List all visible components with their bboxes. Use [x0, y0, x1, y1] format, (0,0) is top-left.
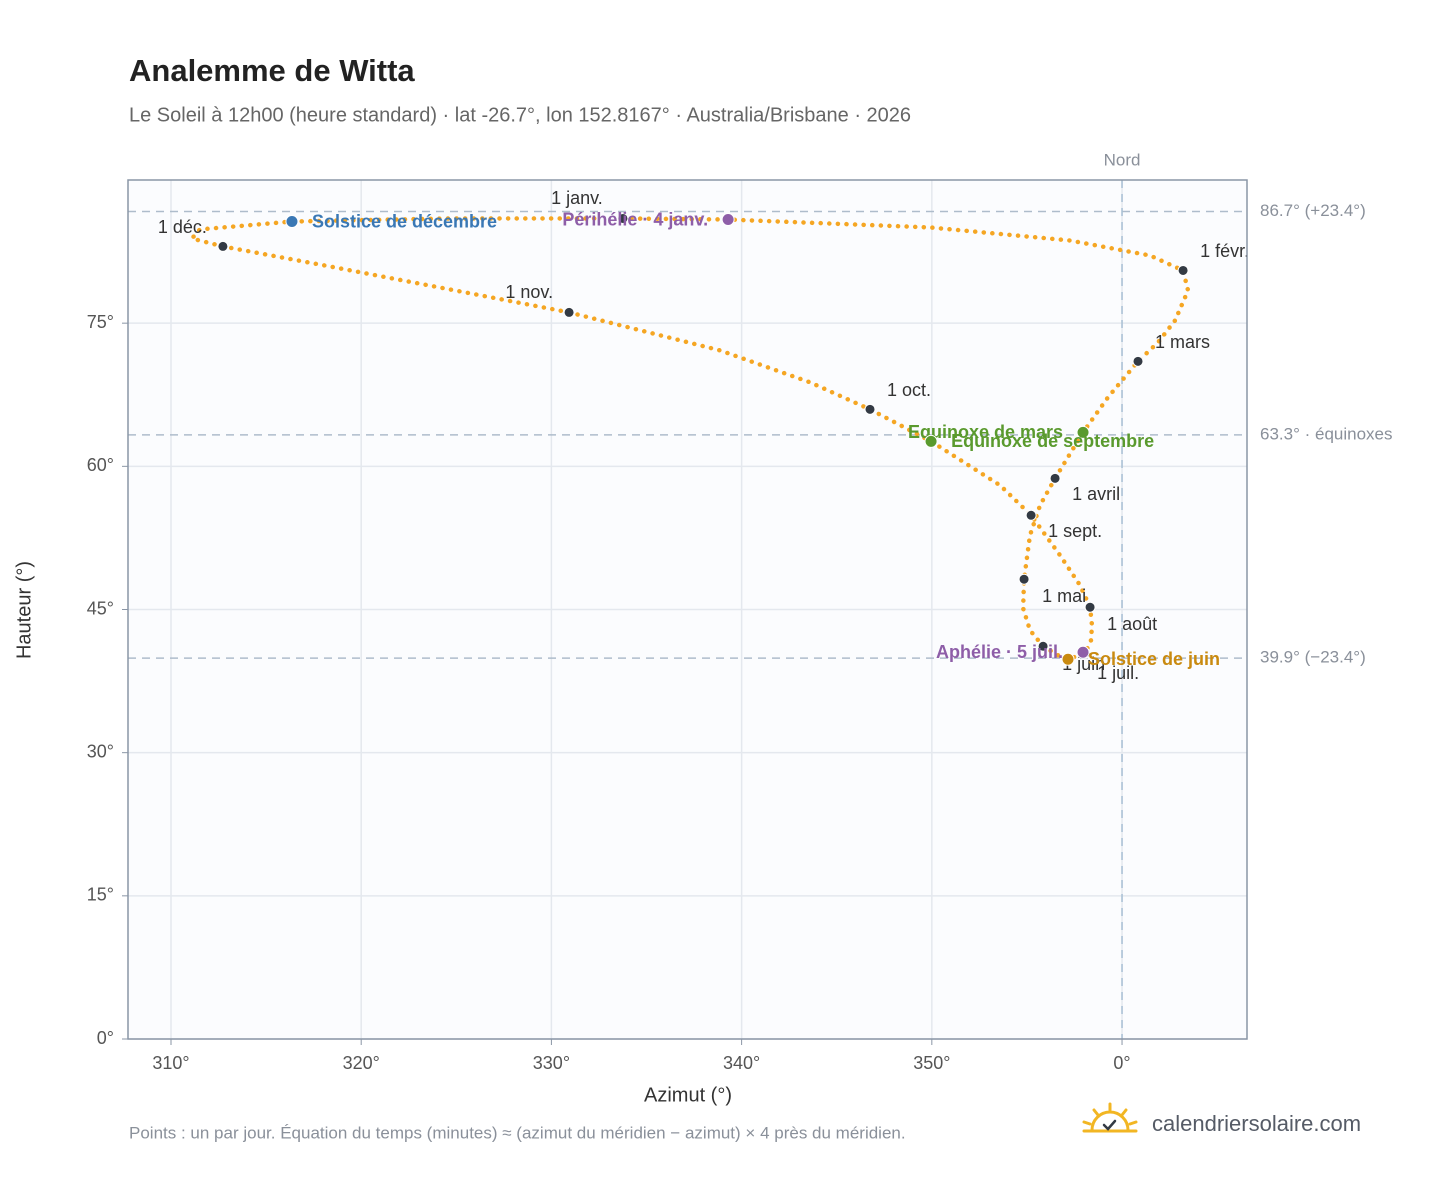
month-label: 1 mai: [1042, 586, 1086, 606]
reference-label: 63.3° · équinoxes: [1260, 424, 1393, 443]
x-tick-label: 330°: [533, 1053, 570, 1073]
x-tick-label: 340°: [723, 1053, 760, 1073]
event-label: Solstice de juin: [1088, 649, 1220, 669]
y-tick-label: 75°: [87, 312, 114, 332]
reference-label: 39.9° (−23.4°): [1260, 648, 1366, 667]
month-label: 1 sept.: [1048, 521, 1102, 541]
y-tick-label: 60°: [87, 455, 114, 475]
event-marker: [1076, 425, 1090, 439]
x-tick-label: 350°: [913, 1053, 950, 1073]
month-marker: [864, 403, 876, 415]
month-label: 1 déc.: [158, 217, 207, 237]
month-label: 1 nov.: [505, 282, 553, 302]
north-label: Nord: [1104, 150, 1141, 169]
daily-points: [187, 216, 1191, 662]
chart-subtitle: Le Soleil à 12h00 (heure standard) · lat…: [129, 104, 911, 126]
event-label: Equinoxe de septembre: [951, 431, 1154, 451]
y-tick-label: 30°: [87, 741, 114, 761]
month-label: 1 mars: [1155, 332, 1210, 352]
y-tick-label: 45°: [87, 598, 114, 618]
month-label: 1 oct.: [887, 380, 931, 400]
footnote: Points : un par jour. Équation du temps …: [129, 1123, 906, 1142]
x-axis-title: Azimut (°): [644, 1084, 732, 1106]
reference-label: 86.7° (+23.4°): [1260, 201, 1366, 220]
month-marker: [1037, 640, 1049, 652]
x-tick-label: 320°: [343, 1053, 380, 1073]
brand: calendriersolaire.com: [1152, 1111, 1361, 1136]
event-marker: [924, 434, 938, 448]
event-label: Solstice de décembre: [312, 211, 497, 231]
month-label: 1 avril: [1072, 484, 1120, 504]
y-tick-label: 15°: [87, 885, 114, 905]
event-label: Aphélie · 5 juil.: [936, 642, 1063, 662]
month-marker: [563, 306, 575, 318]
month-marker: [1084, 601, 1096, 613]
month-label: 1 janv.: [551, 188, 603, 208]
brand-logo: [1082, 1102, 1138, 1133]
y-axis-title: Hauteur (°): [13, 561, 35, 659]
x-tick-label: 310°: [152, 1053, 189, 1073]
event-marker: [1076, 645, 1090, 659]
event-label: Equinoxe de mars: [908, 422, 1063, 442]
event-label: Périhélie · 4 janv.: [562, 209, 708, 229]
month-marker: [217, 240, 229, 252]
month-marker: [1018, 573, 1030, 585]
month-label: 1 juil.: [1097, 663, 1139, 683]
month-label: 1 août: [1107, 614, 1157, 634]
chart-title: Analemme de Witta: [129, 53, 415, 88]
month-marker: [617, 212, 629, 224]
month-marker: [1177, 264, 1189, 276]
event-marker: [1061, 652, 1075, 666]
y-tick-label: 0°: [97, 1028, 114, 1048]
month-marker: [1025, 509, 1037, 521]
month-label: 1 févr.: [1200, 241, 1249, 261]
event-marker: [721, 213, 735, 227]
month-marker: [1132, 355, 1144, 367]
month-marker: [1049, 472, 1061, 484]
event-marker: [285, 215, 299, 229]
x-tick-label: 0°: [1113, 1053, 1130, 1073]
